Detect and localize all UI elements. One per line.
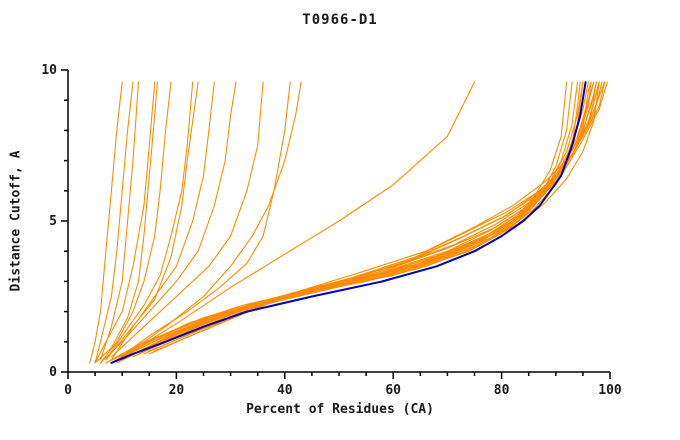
y-tick-label: 5	[49, 214, 57, 229]
y-tick-label: 0	[49, 365, 57, 380]
chart-title: T0966-D1	[302, 12, 378, 28]
series-line	[121, 81, 302, 358]
series-line	[137, 81, 600, 355]
series-line	[99, 81, 237, 364]
series-line	[127, 81, 595, 358]
series-line	[121, 81, 476, 358]
series-line	[148, 81, 608, 355]
x-axis-title: Percent of Residues (CA)	[246, 402, 434, 417]
x-tick-label: 20	[169, 383, 185, 398]
series-line	[94, 81, 156, 364]
series-line	[143, 81, 603, 355]
series-line	[132, 81, 597, 358]
x-tick-label: 60	[385, 383, 401, 398]
series-line	[105, 81, 199, 361]
y-tick-label: 10	[41, 63, 57, 78]
x-tick-label: 100	[598, 383, 622, 398]
series-line	[137, 81, 600, 355]
series-line	[99, 81, 140, 361]
series-line	[105, 81, 194, 361]
series-line	[116, 81, 291, 361]
series-line	[89, 81, 123, 364]
series-line	[132, 81, 597, 358]
x-tick-label: 0	[64, 383, 72, 398]
series-line	[154, 81, 606, 352]
series-line	[121, 81, 600, 361]
series-line	[94, 81, 158, 364]
highlighted-series-line	[110, 81, 587, 364]
x-tick-label: 40	[277, 383, 293, 398]
series-line	[94, 81, 134, 364]
series-line	[99, 81, 172, 364]
series-line	[110, 81, 264, 358]
series-line	[148, 81, 606, 352]
x-tick-label: 80	[494, 383, 510, 398]
series-line	[105, 81, 573, 364]
